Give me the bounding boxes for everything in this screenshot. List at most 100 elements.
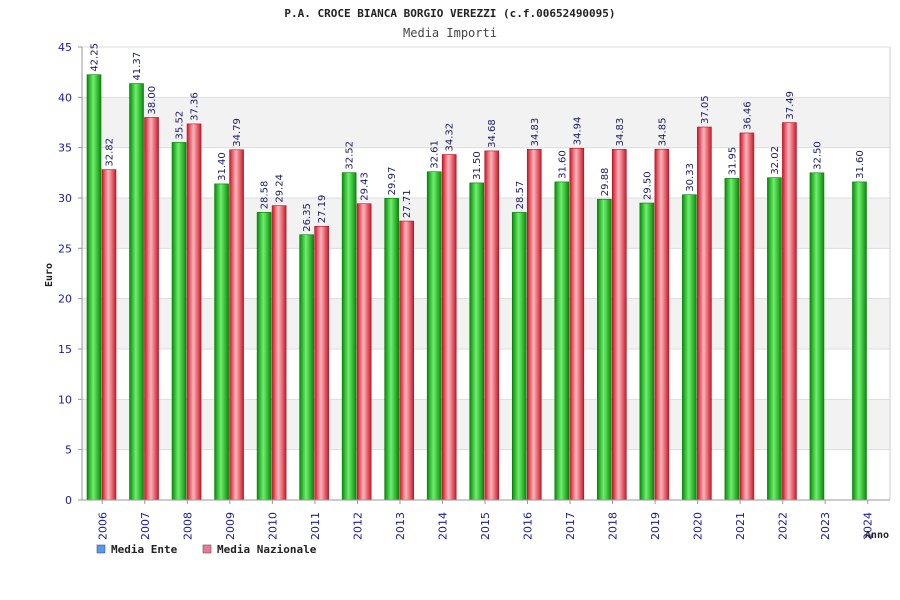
x-tick-label: 2019 [649,512,662,540]
chart-title: P.A. CROCE BIANCA BORGIO VEREZZI (c.f.00… [284,7,615,20]
value-label: 34.32 [445,123,456,152]
y-axis-ticks: 0 5 10 15 20 25 30 35 40 45 [58,41,82,507]
x-tick-label: 2014 [436,512,449,540]
value-label: 31.95 [727,147,738,176]
bar-media-ente [256,211,272,501]
value-label: 27.71 [402,189,413,218]
plot-band [82,97,890,148]
bar-media-ente [554,181,570,501]
plot-band [82,47,890,98]
value-label: 34.79 [232,118,243,147]
bar-media-nazionale [314,225,329,501]
x-tick-label: 2021 [734,512,747,540]
x-tick-label: 2012 [351,512,364,540]
y-tick-label: 40 [58,91,72,104]
bar-media-ente [171,142,187,501]
bar-media-nazionale [739,132,755,501]
y-tick-label: 35 [58,142,72,155]
y-tick-label: 15 [58,343,72,356]
bar-media-nazionale [101,169,117,501]
bar-media-nazionale [569,147,585,501]
bar-media-nazionale [399,220,414,501]
x-tick-label: 2023 [819,512,832,540]
bar-media-nazionale [526,149,542,501]
y-tick-label: 5 [65,444,72,457]
y-tick-label: 25 [58,242,72,255]
legend-swatch [96,544,106,554]
bar-media-nazionale [484,150,500,501]
value-label: 37.36 [190,92,201,121]
x-tick-label: 2024 [862,512,875,540]
value-label: 36.46 [742,101,753,130]
bar-media-ente [639,202,655,501]
x-tick-label: 2017 [564,512,577,540]
x-tick-label: 2022 [777,512,790,540]
bar-media-nazionale [441,154,457,501]
bars [86,74,867,501]
bar-media-ente [129,83,144,501]
bar-media-ente [299,234,314,501]
x-tick-label: 2010 [266,512,279,540]
value-label: 42.25 [90,43,101,72]
bar-media-ente [852,181,867,501]
y-tick-label: 10 [58,393,72,406]
value-label: 29.24 [275,174,286,203]
value-label: 34.85 [657,118,668,147]
value-label: 34.83 [615,118,626,147]
y-tick-label: 20 [58,293,72,306]
x-tick-label: 2016 [522,512,535,540]
value-label: 32.52 [345,141,356,170]
value-label: 26.35 [302,203,313,232]
y-axis-label: Euro [44,263,55,287]
value-label: 29.88 [600,168,611,197]
bar-media-ente [469,182,485,501]
value-label: 31.40 [217,152,228,181]
bar-media-ente [511,212,527,501]
bar-media-nazionale [697,126,712,501]
bar-media-ente [86,74,102,501]
value-label: 37.49 [785,91,796,120]
value-label: 34.68 [487,119,498,148]
x-tick-label: 2020 [692,512,705,540]
value-label: 31.60 [557,150,568,179]
bar-media-nazionale [229,149,244,501]
value-label: 31.60 [855,150,866,179]
x-tick-label: 2011 [309,512,322,540]
legend: Media Ente Media Nazionale [96,543,317,556]
x-tick-label: 2013 [394,512,407,540]
bar-media-ente [809,172,825,501]
value-label: 35.52 [175,111,186,140]
x-tick-label: 2006 [96,512,109,540]
value-label: 29.97 [387,167,398,196]
bar-media-ente [767,177,782,501]
x-tick-label: 2009 [224,512,237,540]
value-label: 38.00 [147,86,158,115]
bar-media-ente [597,198,612,501]
y-tick-label: 30 [58,192,72,205]
bar-media-nazionale [356,203,372,501]
bar-media-ente [724,178,740,501]
value-label: 34.94 [572,117,583,146]
bar-media-ente [214,183,229,501]
value-label: 32.61 [430,140,441,169]
y-tick-label: 45 [58,41,72,54]
value-label: 29.43 [360,172,371,201]
bar-media-nazionale [612,149,627,501]
value-label: 32.50 [812,141,823,170]
value-label: 32.82 [105,138,116,167]
bar-media-nazionale [271,205,287,501]
bar-media-ente [341,172,357,501]
x-tick-label: 2008 [181,512,194,540]
value-labels: 42.25 32.82 41.37 38.00 35.52 37.36 31.40 34.79… [90,43,866,232]
value-label: 41.37 [132,52,143,81]
x-tick-label: 2018 [607,512,620,540]
value-label: 34.83 [530,118,541,147]
x-axis-label: Anno [865,530,889,541]
bar-media-nazionale [782,122,797,501]
bar-media-ente [426,171,442,501]
x-tick-label: 2007 [139,512,152,540]
bar-media-nazionale [654,148,670,501]
y-tick-label: 0 [65,494,72,507]
value-label: 28.58 [260,181,271,210]
